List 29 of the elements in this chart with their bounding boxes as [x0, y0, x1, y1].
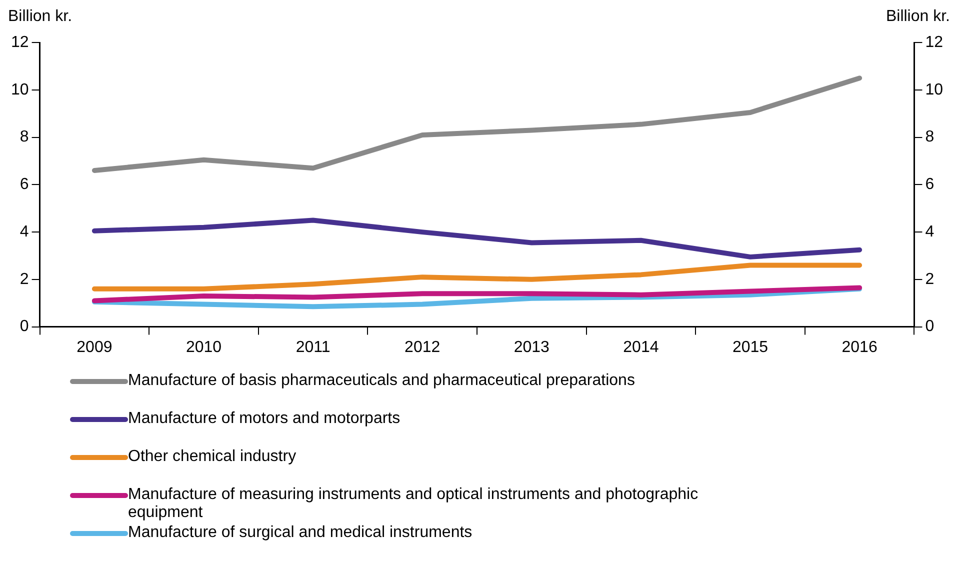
y2-tick-label: 2: [925, 270, 934, 288]
legend-label: Manufacture of measuring instruments and optical instruments and photographic equipment: [128, 486, 700, 522]
y2-tick-label: 4: [925, 223, 934, 240]
y-tick-label: 6: [20, 176, 29, 194]
y2-tick-label: 0: [925, 318, 934, 336]
x-tick-label: 2011: [296, 338, 330, 356]
x-tick-label: 2012: [404, 338, 440, 356]
y-tick-label: 4: [20, 223, 29, 240]
x-tick-label: 2014: [623, 338, 659, 356]
x-tick-label: 2013: [514, 338, 550, 356]
x-tick-label: 2010: [186, 338, 222, 356]
legend-label: Manufacture of motors and motorparts: [128, 410, 400, 428]
y2-tick-label: 12: [925, 34, 944, 52]
y-axis-title: Billion kr.: [8, 8, 72, 27]
y2-tick-label: 10: [925, 81, 944, 98]
y-tick-label: 2: [20, 270, 29, 288]
y2-axis-title: Billion kr.: [886, 8, 950, 27]
x-tick-label: 2016: [842, 338, 878, 356]
x-tick-label: 2015: [732, 338, 768, 356]
y-tick-label: 12: [11, 34, 29, 52]
y-tick-label: 8: [20, 128, 29, 146]
y2-tick-label: 8: [925, 128, 934, 146]
legend-label: Other chemical industry: [128, 448, 296, 466]
legend-label: Manufacture of surgical and medical instruments: [128, 524, 472, 542]
legend-label: Manufacture of basis pharmaceuticals and pharmaceutical preparations: [128, 372, 635, 390]
y2-tick-label: 6: [925, 176, 934, 194]
x-tick-label: 2009: [76, 338, 112, 356]
y-tick-label: 0: [20, 318, 29, 336]
y-tick-label: 10: [11, 81, 29, 98]
